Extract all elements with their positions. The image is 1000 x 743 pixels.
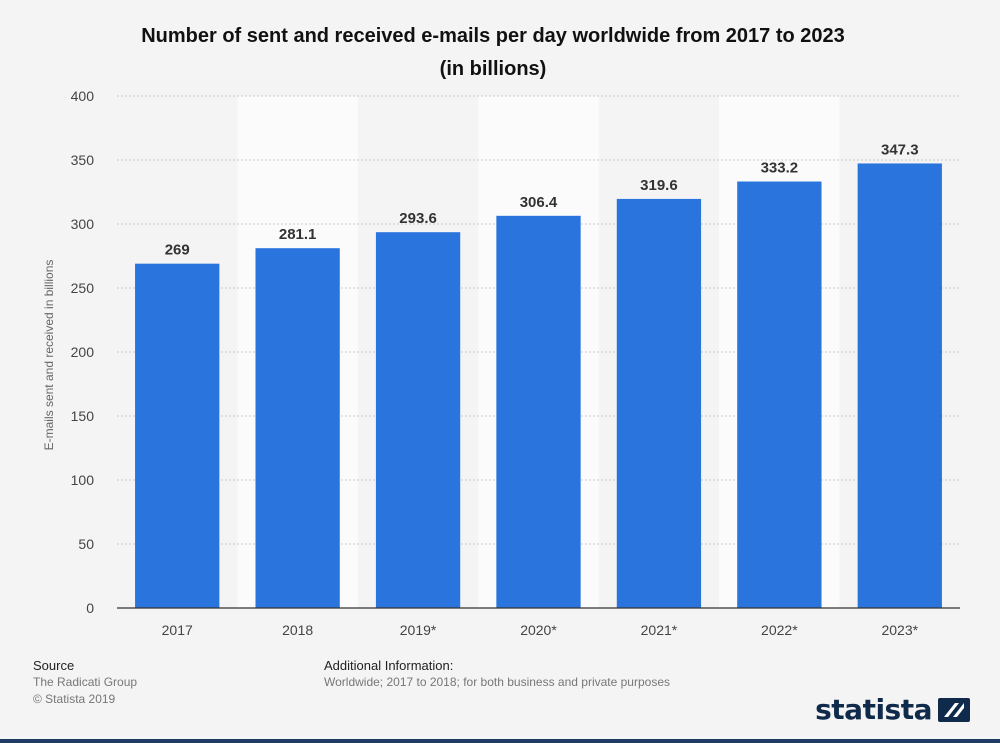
y-axis-ticks: 0 50 100 150 200 250 300 350 400 xyxy=(71,88,95,616)
x-tick-label: 2020* xyxy=(520,622,557,638)
additional-info-block: Additional Information: Worldwide; 2017 … xyxy=(324,657,670,691)
statista-logo-icon xyxy=(938,697,970,722)
x-tick-label: 2023* xyxy=(881,622,918,638)
bar[interactable] xyxy=(135,263,220,608)
copyright: © Statista 2019 xyxy=(33,692,116,706)
x-axis-ticks: 2017 2018 2019* 2020* 2021* 2022* 2023* xyxy=(162,622,919,638)
y-tick-label: 0 xyxy=(86,600,94,616)
source-heading: Source xyxy=(33,658,75,673)
y-tick-label: 400 xyxy=(71,88,95,104)
chart: Number of sent and received e-mails per … xyxy=(42,25,960,638)
bar[interactable] xyxy=(616,198,702,609)
y-tick-label: 50 xyxy=(78,536,94,552)
x-tick-label: 2017 xyxy=(162,622,193,638)
data-label: 269 xyxy=(165,242,190,259)
data-label: 319.6 xyxy=(640,177,678,194)
brand-name: statista xyxy=(815,693,932,726)
x-tick-label: 2021* xyxy=(641,622,678,638)
y-tick-label: 300 xyxy=(71,216,95,232)
data-label: 333.2 xyxy=(761,160,799,177)
y-tick-label: 100 xyxy=(71,472,95,488)
data-label: 306.4 xyxy=(520,194,558,211)
x-tick-label: 2018 xyxy=(282,622,313,638)
y-tick-label: 150 xyxy=(71,408,95,424)
additional-info-text: Worldwide; 2017 to 2018; for both busine… xyxy=(324,675,670,689)
bar[interactable] xyxy=(375,232,461,608)
y-axis-label: E-mails sent and received in billions xyxy=(42,260,56,451)
data-label: 347.3 xyxy=(881,141,919,158)
chart-title-line-2: (in billions) xyxy=(440,58,547,80)
bottom-accent-strip xyxy=(0,739,1000,743)
x-tick-label: 2019* xyxy=(400,622,437,638)
additional-info-heading: Additional Information: xyxy=(324,658,454,673)
chart-title-line-1: Number of sent and received e-mails per … xyxy=(141,25,845,47)
source-block: Source The Radicati Group © Statista 201… xyxy=(33,657,137,708)
bar[interactable] xyxy=(496,215,581,609)
data-label: 281.1 xyxy=(279,226,317,243)
bar[interactable] xyxy=(857,163,942,608)
data-labels: 269 281.1 293.6 306.4 319.6 333.2 347.3 xyxy=(165,141,919,258)
bar[interactable] xyxy=(255,248,340,608)
statista-brand[interactable]: statista xyxy=(815,693,970,726)
y-tick-label: 200 xyxy=(71,344,95,360)
bars xyxy=(135,163,942,609)
y-tick-label: 250 xyxy=(71,280,95,296)
y-tick-label: 350 xyxy=(71,152,95,168)
x-tick-label: 2022* xyxy=(761,622,798,638)
data-label: 293.6 xyxy=(399,210,437,227)
bar[interactable] xyxy=(737,181,822,608)
source-name: The Radicati Group xyxy=(33,675,138,689)
